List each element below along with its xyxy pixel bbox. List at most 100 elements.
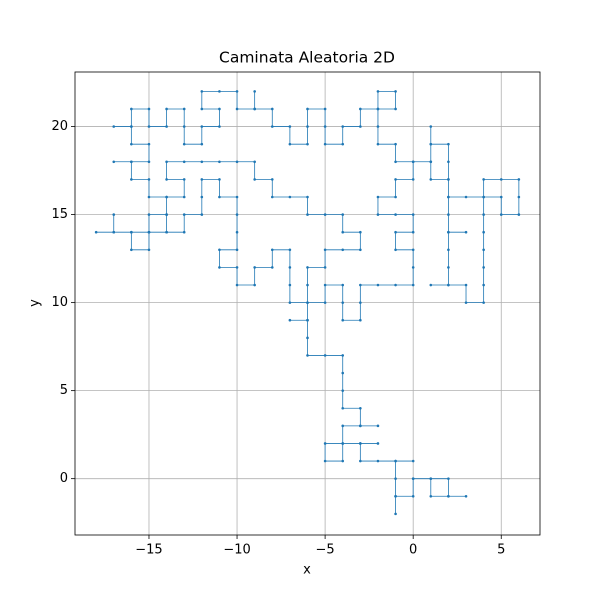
walk-point [341, 248, 345, 252]
walk-point [130, 142, 133, 146]
walk-point [411, 283, 415, 287]
walk-point [464, 283, 468, 287]
walk-point [270, 195, 274, 199]
walk-point [394, 107, 397, 111]
walk-point [341, 406, 345, 410]
walk-point [394, 195, 397, 199]
walk-point [200, 107, 204, 111]
walk-point [394, 178, 397, 181]
walk-point [447, 195, 450, 199]
walk-point [376, 90, 380, 93]
walk-point [182, 160, 186, 164]
walk-point [165, 178, 168, 181]
walk-point [112, 125, 116, 128]
walk-point [147, 125, 151, 128]
walk-point [323, 125, 327, 128]
walk-point [341, 283, 345, 287]
y-tick-label: 5 [60, 383, 68, 398]
walk-point [182, 142, 186, 146]
walk-point [270, 178, 274, 181]
walk-point [182, 125, 186, 128]
walk-point [218, 178, 221, 181]
y-tick-label: 20 [51, 119, 68, 134]
walk-point [270, 107, 274, 111]
walk-point [182, 178, 186, 181]
walk-point [323, 213, 327, 216]
walk-point [200, 125, 204, 128]
walk-point [411, 494, 415, 498]
walk-point [235, 107, 239, 111]
walk-point [130, 230, 133, 234]
walk-point [270, 248, 274, 252]
walk-point [482, 213, 485, 216]
walk-point [253, 178, 256, 181]
walk-point [235, 213, 239, 216]
walk-point [288, 125, 292, 128]
walk-point [376, 213, 380, 216]
walk-point [218, 266, 221, 269]
walk-point [165, 107, 168, 111]
walk-point [306, 142, 309, 146]
x-tick-label: −5 [316, 543, 335, 558]
walk-point [288, 195, 292, 199]
walk-point [447, 248, 450, 252]
walk-point [429, 125, 433, 128]
y-tick-label: 0 [60, 471, 68, 486]
walk-point [411, 178, 415, 181]
walk-point [411, 459, 415, 463]
walk-point [447, 283, 450, 287]
walk-point [499, 178, 503, 181]
walk-point [200, 160, 204, 164]
walk-point [394, 248, 397, 252]
walk-point [429, 160, 433, 164]
walk-point [341, 442, 345, 445]
y-tick-label: 10 [51, 295, 68, 310]
walk-point [165, 160, 168, 164]
walk-point [394, 142, 397, 146]
walk-point [218, 125, 221, 128]
chart-title: Caminata Aleatoria 2D [219, 49, 395, 67]
walk-point [359, 283, 362, 287]
walk-point [447, 494, 450, 498]
walk-point [288, 318, 292, 322]
walk-point [200, 142, 204, 146]
walk-point [411, 248, 415, 252]
walk-point [429, 494, 433, 498]
walk-point [499, 213, 503, 216]
walk-point [112, 213, 116, 216]
walk-point [499, 195, 503, 199]
walk-point [306, 318, 309, 322]
walk-point [270, 266, 274, 269]
walk-point [235, 230, 239, 234]
walk-point [218, 107, 221, 111]
walk-point [411, 160, 415, 164]
walk-point [376, 142, 380, 146]
walk-point [288, 266, 292, 269]
walk-point [165, 230, 168, 234]
walk-point [323, 442, 327, 445]
walk-point [182, 213, 186, 216]
walk-point [235, 248, 239, 252]
walk-point [359, 248, 362, 252]
walk-point [464, 494, 468, 498]
walk-point [165, 213, 168, 216]
walk-point [429, 178, 433, 181]
walk-point [411, 266, 415, 269]
walk-point [376, 283, 380, 287]
walk-point [288, 248, 292, 252]
walk-point [200, 213, 204, 216]
walk-point [429, 142, 433, 146]
walk-point [394, 477, 397, 480]
walk-point [323, 266, 327, 269]
walk-point [235, 195, 239, 199]
x-tick-label: −15 [135, 543, 162, 558]
walk-point [112, 230, 116, 234]
walk-point [218, 90, 221, 93]
walk-point [253, 107, 256, 111]
walk-point [447, 160, 450, 164]
walk-point [482, 230, 485, 234]
walk-point [447, 178, 450, 181]
walk-point [359, 318, 362, 322]
walk-point [306, 195, 309, 199]
